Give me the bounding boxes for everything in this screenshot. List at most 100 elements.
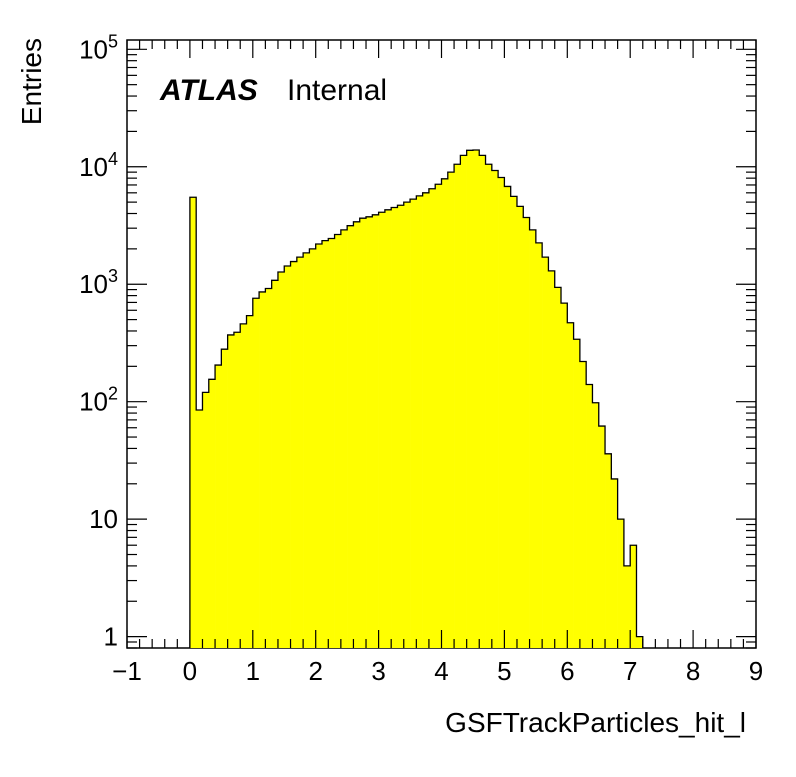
y-tick-label: 10 [89,504,118,534]
histogram-bar [454,164,461,648]
histogram-bar [384,209,392,648]
histogram-bar [636,636,644,648]
histogram-bar [391,207,398,648]
x-tick-label: 2 [308,656,322,686]
histogram-bar [479,155,486,648]
histogram-bar [623,565,631,648]
histogram-bar [246,315,254,648]
y-tick-label: 105 [79,31,118,64]
histogram-bar [466,150,474,649]
histogram-bar [561,303,568,648]
histogram-bar [567,322,574,648]
x-tick-label: 1 [246,656,260,686]
histogram-bar [347,225,354,648]
x-tick-labels: −1 0 1 2 3 4 5 6 7 8 9 [112,656,763,686]
y-tick-label: 1 [104,622,118,652]
histogram-bar [548,270,556,648]
histogram-bar [366,216,373,648]
histogram-bar [265,288,272,648]
histogram-outline [189,149,644,648]
x-tick-label: 0 [183,656,197,686]
x-tick-label: 9 [749,656,763,686]
histogram-bar [523,217,530,648]
histogram-bar [328,238,335,648]
histogram-bar [435,184,442,648]
histogram-bar [202,392,210,648]
x-tick-label: 4 [434,656,448,686]
histogram-bar [303,252,310,648]
histogram-bar [240,323,247,648]
histogram-bar [447,172,455,648]
histogram-bar [460,155,467,648]
y-axis-title: Entries [16,38,47,125]
histogram-bar [221,349,228,648]
histogram-bar [321,240,329,648]
histogram-bar [215,365,222,648]
x-tick-label: 7 [623,656,637,686]
histogram-bar [573,339,581,648]
histogram-bar [208,379,216,648]
histogram-bar [630,545,637,648]
histogram-bar [271,280,279,648]
histogram-bar [359,218,367,648]
y-tick-label: 102 [79,384,118,417]
histogram-bar [554,287,562,648]
histogram-bar [284,265,291,648]
histogram-bar [353,221,361,649]
histogram-bar [309,248,316,648]
histogram-bar [605,453,612,648]
histogram-bar [592,402,600,648]
axis-ticks [126,40,757,649]
histogram-bar [535,242,543,649]
histogram-bar [441,178,449,649]
x-tick-label: −1 [112,656,142,686]
x-tick-label: 6 [560,656,574,686]
histogram-bar [340,229,348,648]
histogram-bar [189,197,197,649]
atlas-status-label: Internal [287,74,387,107]
histogram-bar [617,519,625,648]
histogram-bar [491,170,499,648]
histogram-bar [252,298,260,648]
histogram-bar [196,409,203,648]
y-tick-label: 104 [79,149,118,182]
y-tick-label: 103 [79,266,118,299]
atlas-label: ATLAS Internal [159,74,387,107]
histogram-bar [290,261,298,648]
x-tick-label: 8 [686,656,700,686]
histogram-bar [472,149,480,648]
y-tick-labels: 1 10 102 103 104 105 [79,31,118,651]
histogram-bar [397,205,405,648]
histogram-bar [611,478,618,648]
histogram-bar [403,202,411,648]
histogram-bar [598,426,606,648]
histogram-bar [233,332,241,648]
histogram-bar [516,206,524,648]
histogram-bar [296,257,304,648]
histogram-bar [259,291,266,648]
histogram-bar [504,186,511,649]
histogram-bar [510,196,518,649]
histogram-bar [428,188,436,649]
histogram-bar [498,177,505,648]
histogram-bar [422,192,430,648]
x-tick-label: 3 [371,656,385,686]
histogram-bar [227,334,235,648]
histogram-bar [277,272,285,648]
histogram-bar [542,257,549,648]
histogram-bars [189,149,644,649]
x-tick-label: 5 [497,656,511,686]
histogram-bar [410,199,417,648]
histogram-bar [586,384,593,648]
histogram-bar [378,212,386,648]
histogram-bar [334,234,342,648]
x-axis-title: GSFTrackParticles_hit_l [445,707,746,738]
atlas-experiment-label: ATLAS [159,74,258,107]
histogram-bar [579,361,587,648]
histogram-bar [529,229,537,648]
histogram-bar [315,244,323,649]
histogram-bar [372,214,379,648]
histogram-bar [416,195,423,648]
